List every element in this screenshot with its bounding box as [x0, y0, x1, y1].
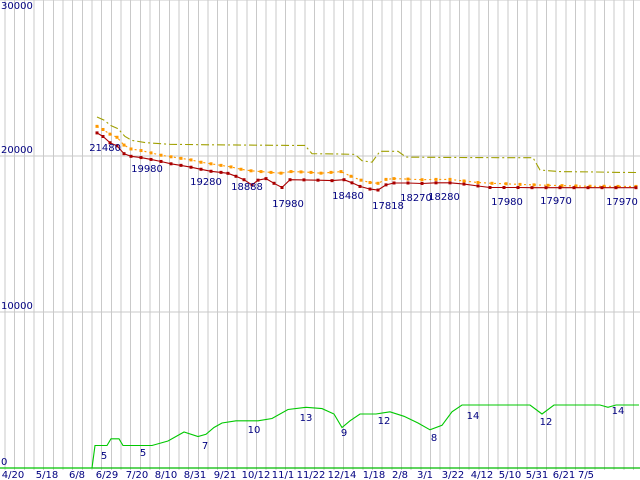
x-axis-label: 7/5: [578, 470, 594, 480]
price-label: 17980: [491, 197, 523, 208]
x-axis-label: 12/14: [328, 470, 357, 480]
price-label: 18270: [400, 193, 432, 204]
y-axis-label: 30000: [1, 1, 33, 12]
series-store-count: [0, 404, 639, 469]
x-axis-label: 6/8: [69, 470, 85, 480]
store-count-label: 13: [300, 413, 313, 424]
price-label: 18480: [332, 191, 364, 202]
x-axis-label: 1/18: [363, 470, 385, 480]
x-axis-label: 5/31: [526, 470, 548, 480]
x-axis-label: 2/8: [392, 470, 408, 480]
price-label: 18888: [231, 182, 263, 193]
x-axis-label: 5/10: [499, 470, 521, 480]
x-axis-label: 4/12: [471, 470, 493, 480]
store-count-label: 8: [431, 433, 437, 444]
x-axis-label: 8/10: [155, 470, 177, 480]
price-label: 17818: [372, 201, 404, 212]
series-max-price: [96, 116, 637, 174]
store-count-label: 14: [612, 406, 625, 417]
x-axis-label: 3/22: [442, 470, 464, 480]
store-count-label: 10: [248, 425, 261, 436]
y-axis-label: 20000: [1, 145, 33, 156]
store-count-label: 12: [540, 417, 553, 428]
grid-lines: [0, 0, 640, 470]
series-min-price-markers: [95, 131, 638, 192]
x-axis-label: 6/21: [553, 470, 575, 480]
store-count-label: 5: [140, 448, 146, 459]
price-label: 19980: [131, 164, 163, 175]
store-count-label: 9: [341, 428, 347, 439]
x-axis-label: 4/20: [2, 470, 24, 480]
x-axis-label: 9/21: [214, 470, 236, 480]
x-axis-label: 8/31: [184, 470, 206, 480]
y-axis-label: 0: [1, 457, 7, 468]
price-label: 19280: [190, 177, 222, 188]
x-axis-label: 10/12: [242, 470, 271, 480]
x-axis-label: 11/22: [297, 470, 326, 480]
store-count-label: 14: [467, 411, 480, 422]
price-label: 17980: [272, 199, 304, 210]
x-axis-label: 3/1: [417, 470, 433, 480]
price-label: 17970: [540, 196, 572, 207]
price-label: 17970: [606, 197, 638, 208]
price-label: 21480: [89, 143, 121, 154]
x-axis-label: 5/18: [36, 470, 58, 480]
y-axis-label: 10000: [1, 301, 33, 312]
x-axis-label: 7/20: [126, 470, 148, 480]
store-count-label: 7: [202, 441, 208, 452]
x-axis-label: 6/29: [96, 470, 118, 480]
x-axis-label: 11/1: [272, 470, 294, 480]
series-avg-price-markers: [95, 124, 638, 188]
store-count-label: 5: [101, 451, 107, 462]
store-count-label: 12: [378, 416, 391, 427]
price-label: 18280: [428, 192, 460, 203]
